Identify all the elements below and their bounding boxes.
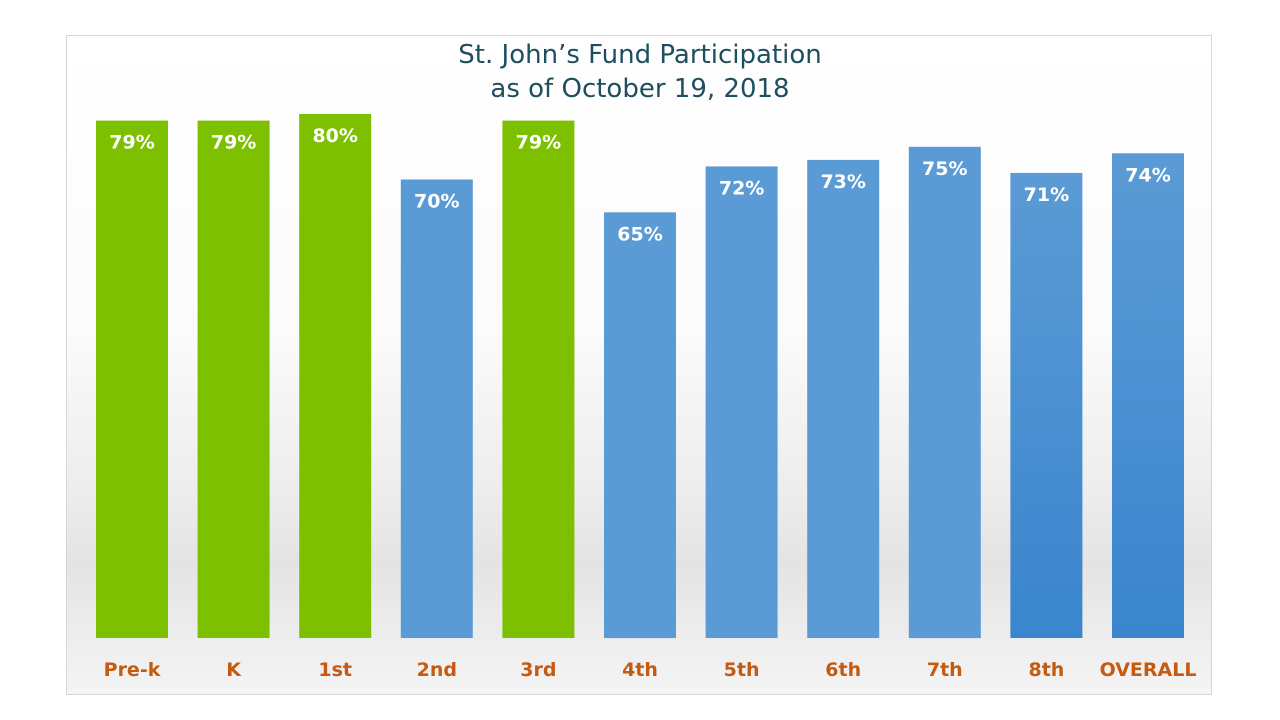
category-label-3rd: 3rd (520, 659, 556, 681)
chart-title-line1: St. John’s Fund Participation (458, 40, 822, 70)
bar-5th (705, 166, 778, 638)
bar-3rd (502, 120, 575, 639)
category-label-k: K (226, 659, 242, 681)
bar-overall (1112, 153, 1184, 639)
category-label-6th: 6th (825, 659, 861, 681)
data-label-2nd: 70% (414, 191, 459, 213)
bar-2nd (400, 179, 473, 638)
bar-k (197, 120, 270, 639)
bar-4th (604, 212, 676, 639)
data-label-8th: 71% (1024, 184, 1069, 206)
category-label-1st: 1st (318, 659, 352, 681)
bar-1st (299, 114, 372, 638)
data-label-k: 79% (211, 132, 256, 154)
data-label-3rd: 79% (516, 132, 561, 154)
bar-pre-k (96, 120, 168, 639)
category-label-4th: 4th (622, 659, 658, 681)
data-label-1st: 80% (312, 125, 357, 147)
bar-7th (908, 146, 981, 639)
category-label-5th: 5th (724, 659, 760, 681)
data-label-5th: 72% (719, 177, 764, 199)
category-label-overall: OVERALL (1100, 659, 1197, 681)
bar-6th (807, 159, 880, 638)
category-label-8th: 8th (1028, 659, 1064, 681)
data-label-pre-k: 79% (109, 132, 154, 154)
category-label-7th: 7th (927, 659, 963, 681)
category-label-2nd: 2nd (417, 659, 457, 681)
data-label-overall: 74% (1125, 164, 1170, 186)
data-label-7th: 75% (922, 158, 967, 180)
chart-title-line2: as of October 19, 2018 (490, 74, 790, 104)
data-label-6th: 73% (820, 171, 865, 193)
category-label-pre-k: Pre-k (104, 659, 161, 681)
data-label-4th: 65% (617, 223, 662, 245)
bar-8th (1010, 172, 1083, 638)
chart-title: St. John’s Fund Participation as of Octo… (0, 38, 1280, 106)
